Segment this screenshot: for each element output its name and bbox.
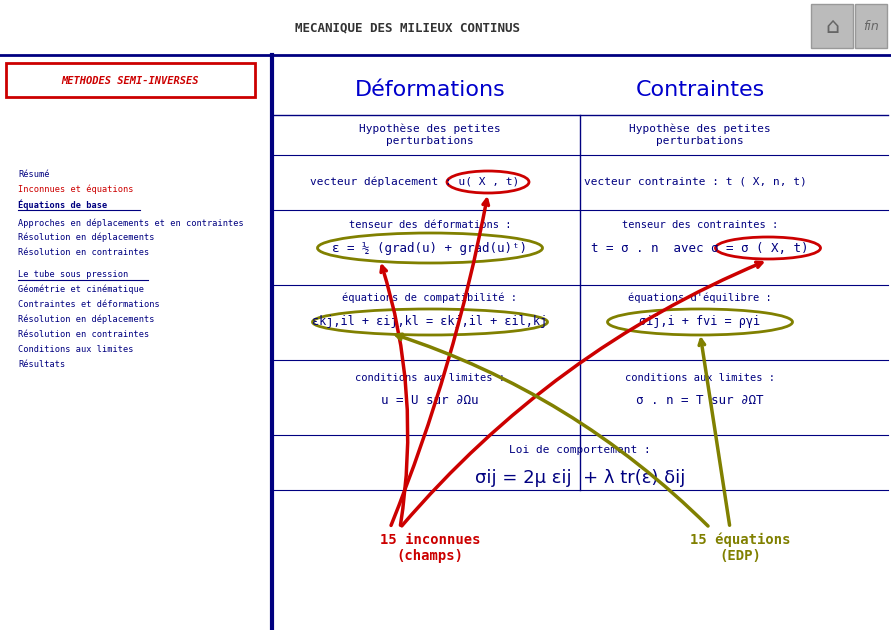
Text: Résolution en déplacements: Résolution en déplacements: [18, 233, 154, 243]
Text: Hypothèse des petites
perturbations: Hypothèse des petites perturbations: [359, 124, 501, 146]
Text: σ . n = T sur ∂ΩT: σ . n = T sur ∂ΩT: [636, 394, 764, 406]
Text: METHODES SEMI-INVERSES: METHODES SEMI-INVERSES: [61, 76, 199, 86]
Text: t = σ . n  avec σ = σ ( X, t): t = σ . n avec σ = σ ( X, t): [592, 241, 809, 255]
Text: Résolution en contraintes: Résolution en contraintes: [18, 330, 150, 339]
Text: Contraintes et déformations: Contraintes et déformations: [18, 300, 159, 309]
Text: Le tube sous pression: Le tube sous pression: [18, 270, 128, 279]
Text: Résumé: Résumé: [18, 170, 50, 179]
Text: Résolution en contraintes: Résolution en contraintes: [18, 248, 150, 257]
Text: Conditions aux limites: Conditions aux limites: [18, 345, 134, 354]
Text: Résultats: Résultats: [18, 360, 65, 369]
Text: Géométrie et cinématique: Géométrie et cinématique: [18, 285, 144, 294]
Text: σij,i + fvi = ργi: σij,i + fvi = ργi: [640, 316, 761, 328]
Text: Déformations: Déformations: [355, 80, 505, 100]
Text: tenseur des contraintes :: tenseur des contraintes :: [622, 220, 778, 230]
Text: Loi de comportement :: Loi de comportement :: [509, 445, 650, 455]
Text: Contraintes: Contraintes: [635, 80, 764, 100]
Text: Inconnues et équations: Inconnues et équations: [18, 185, 134, 195]
FancyBboxPatch shape: [6, 63, 255, 97]
Text: εkj,il + εij,kl = εkj,il + εil,kj: εkj,il + εij,kl = εkj,il + εil,kj: [313, 316, 548, 328]
Text: MECANIQUE DES MILIEUX CONTINUS: MECANIQUE DES MILIEUX CONTINUS: [295, 21, 520, 35]
Text: Équations de base: Équations de base: [18, 200, 107, 210]
Text: fin: fin: [863, 21, 879, 33]
Text: conditions aux limites :: conditions aux limites :: [625, 373, 775, 383]
Text: Résolution en déplacements: Résolution en déplacements: [18, 315, 154, 324]
Text: équations d'équilibre :: équations d'équilibre :: [628, 293, 772, 303]
Text: 15 équations
(EDP): 15 équations (EDP): [690, 532, 790, 563]
FancyBboxPatch shape: [855, 4, 887, 48]
Text: u = U sur ∂Ωu: u = U sur ∂Ωu: [381, 394, 478, 406]
Text: tenseur des déformations :: tenseur des déformations :: [348, 220, 511, 230]
Text: conditions aux limites :: conditions aux limites :: [355, 373, 505, 383]
Text: Hypothèse des petites
perturbations: Hypothèse des petites perturbations: [629, 124, 771, 146]
Text: vecteur déplacement : u( X , t): vecteur déplacement : u( X , t): [310, 177, 519, 187]
Text: σij = 2μ εij  + λ tr(ε) δij: σij = 2μ εij + λ tr(ε) δij: [475, 469, 685, 487]
Text: ⌂: ⌂: [825, 17, 839, 37]
Text: vecteur contrainte : t ( X, n, t): vecteur contrainte : t ( X, n, t): [584, 177, 806, 187]
Text: ε = ½ (grad(u) + grad(u)ᵗ): ε = ½ (grad(u) + grad(u)ᵗ): [332, 241, 527, 255]
Text: équations de compatibilité :: équations de compatibilité :: [342, 293, 518, 303]
Text: 15 inconnues
(champs): 15 inconnues (champs): [380, 533, 480, 563]
Text: Approches en déplacements et en contraintes: Approches en déplacements et en contrain…: [18, 218, 244, 227]
FancyBboxPatch shape: [811, 4, 853, 48]
